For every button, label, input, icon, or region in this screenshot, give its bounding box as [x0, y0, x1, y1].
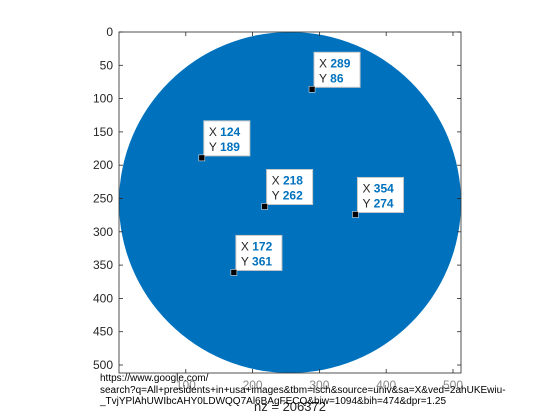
datatip-marker	[261, 203, 268, 210]
datatip-box	[203, 120, 251, 157]
datatip-x-row: X 289	[319, 56, 351, 70]
y-tick-label: 50	[100, 58, 114, 72]
y-tick-label: 500	[93, 358, 113, 372]
y-tick-label: 250	[93, 192, 113, 206]
datatip-y-row: Y 86	[319, 71, 344, 85]
x-tick-label: 100	[176, 378, 196, 392]
x-tick-label: 200	[243, 378, 263, 392]
y-tick-label: 300	[93, 225, 113, 239]
datatip-y-row: Y 274	[362, 196, 393, 210]
x-tick-label: 400	[376, 378, 396, 392]
url-overlay-line: _TvjYPlAhUWIbcAHY0LDWQQ7Al6BAgFECQ&biw=1…	[99, 396, 446, 407]
datatip-box	[356, 176, 404, 213]
y-tick-label: 100	[93, 92, 113, 106]
y-tick-label: 200	[93, 158, 113, 172]
datatip-x-row: X 218	[272, 173, 304, 187]
datatip-marker	[198, 154, 206, 162]
datatip-box	[266, 168, 314, 205]
x-tick-label: 300	[309, 378, 329, 392]
datatip-box	[235, 234, 283, 271]
datatip-marker	[308, 86, 316, 93]
url-overlay-line: search?q=All+presidents+in+usa+images&tb…	[100, 385, 506, 396]
y-tick-label: 400	[93, 291, 113, 305]
datatip-y-row: Y 361	[241, 254, 272, 268]
y-tick-label: 450	[93, 325, 113, 339]
datatip-marker	[352, 211, 359, 218]
x-axis-label: nz = 206372	[254, 399, 326, 414]
y-tick-label: 350	[93, 258, 113, 272]
datatip-marker	[230, 269, 238, 276]
url-overlay-line: https://www.google.com/	[100, 373, 209, 384]
datatip-y-row: Y 262	[272, 188, 303, 202]
datatip-box	[313, 51, 361, 88]
url-overlay: https://www.google.com/search?q=All+pres…	[99, 373, 506, 407]
datatip-x-row: X 354	[362, 181, 394, 195]
datatip-x-row: X 124	[209, 125, 241, 139]
axes: 0 50 100 150 200 250 300 350 400 450 500 100 200 300 4…	[93, 25, 463, 414]
x-tick-label: 500	[443, 378, 463, 392]
y-tick-label: 0	[106, 25, 113, 39]
datatip-y-row: Y 189	[209, 140, 240, 154]
y-tick-label: 150	[93, 125, 113, 139]
datatip-x-row: X 172	[241, 239, 273, 253]
axes-box	[118, 31, 462, 374]
